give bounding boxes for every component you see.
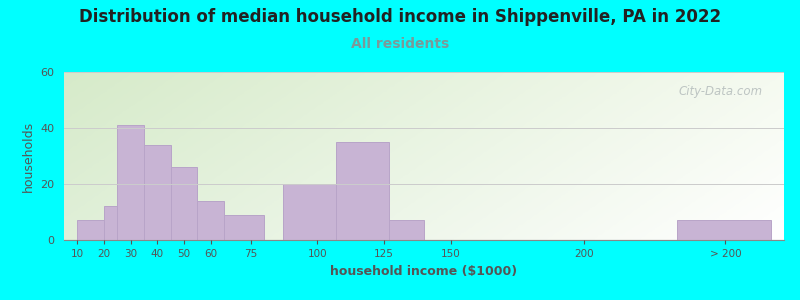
X-axis label: household income ($1000): household income ($1000) <box>330 265 518 278</box>
Bar <box>336 142 390 240</box>
Bar <box>144 145 170 240</box>
Y-axis label: households: households <box>22 120 34 192</box>
Bar <box>678 220 770 240</box>
Bar <box>224 215 264 240</box>
Bar <box>282 184 336 240</box>
Bar <box>118 125 144 240</box>
Text: Distribution of median household income in Shippenville, PA in 2022: Distribution of median household income … <box>79 8 721 26</box>
Bar <box>198 201 224 240</box>
Bar <box>390 220 424 240</box>
Bar <box>78 220 104 240</box>
Text: City-Data.com: City-Data.com <box>678 85 762 98</box>
Bar <box>104 206 118 240</box>
Text: All residents: All residents <box>351 38 449 52</box>
Bar <box>170 167 198 240</box>
